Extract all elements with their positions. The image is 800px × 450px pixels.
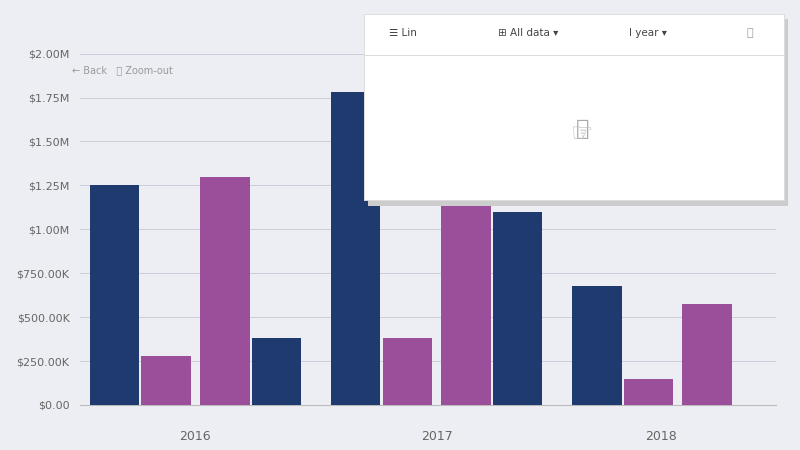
Text: ⊞ All data ▾: ⊞ All data ▾ <box>498 28 558 38</box>
Text: 2018: 2018 <box>645 431 677 444</box>
Text: ⓘ: ⓘ <box>746 28 753 38</box>
Bar <box>142 356 191 405</box>
Bar <box>572 285 622 405</box>
Text: 2016: 2016 <box>180 431 211 444</box>
Text: 2017: 2017 <box>421 431 453 444</box>
Bar <box>682 304 732 405</box>
Text: ☰ Lin: ☰ Lin <box>389 28 417 38</box>
Text: ☞: ☞ <box>571 123 594 147</box>
Text: 👆: 👆 <box>576 119 589 140</box>
Text: ← Back   🔍 Zoom-out: ← Back 🔍 Zoom-out <box>72 65 173 75</box>
Bar <box>331 92 381 405</box>
Text: Ⅰ year ▾: Ⅰ year ▾ <box>629 28 666 38</box>
Bar <box>624 378 674 405</box>
Bar <box>90 185 139 405</box>
Bar <box>493 212 542 405</box>
Bar <box>441 92 490 405</box>
Bar <box>200 176 250 405</box>
Bar <box>251 338 302 405</box>
Bar <box>382 338 432 405</box>
